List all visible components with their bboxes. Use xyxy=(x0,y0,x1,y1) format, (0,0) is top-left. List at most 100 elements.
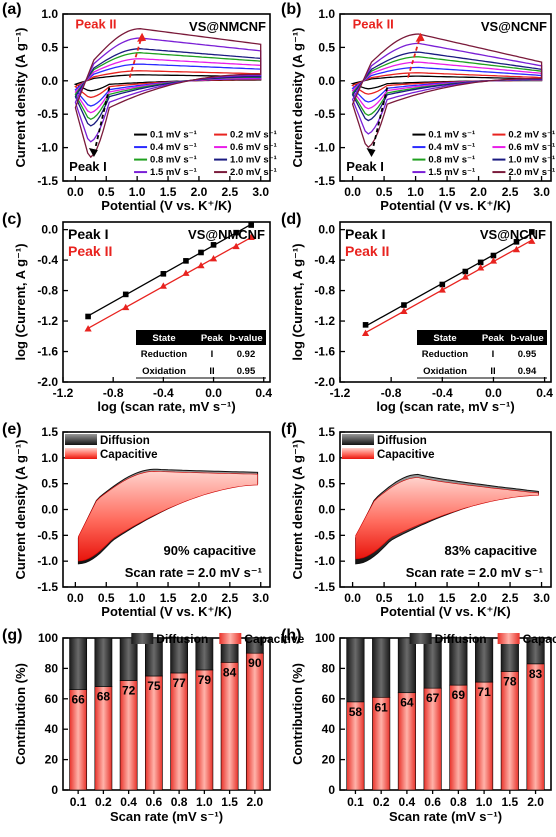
legend-label: 0.8 mV s⁻¹ xyxy=(150,155,197,166)
legend-label: 0.1 mV s⁻¹ xyxy=(150,130,197,141)
data-point xyxy=(513,239,520,245)
bar-data-label: 79 xyxy=(198,673,212,687)
y-tick-label: 80 xyxy=(45,661,59,675)
panel-h: (h) 0 20 40 60 80 100 0.1 0.2 0.4 0.6 0.8 1.0 1.5 2.0 S… xyxy=(281,627,556,824)
bar-diffusion xyxy=(526,637,545,665)
peak-ii-arrow xyxy=(407,39,421,78)
y-axis-label: Current density (A g⁻¹) xyxy=(13,440,28,580)
y-axis-label: Contribution (%) xyxy=(290,663,305,765)
legend-label: Capacitive xyxy=(100,449,158,461)
table-cell: 0.95 xyxy=(518,349,537,360)
bar-diffusion xyxy=(195,637,214,671)
panel-label: (a) xyxy=(2,1,22,18)
peak-i-arrow xyxy=(94,87,111,150)
x-tick-label: 2.5 xyxy=(502,591,519,605)
data-point xyxy=(198,249,204,256)
x-tick-label: 0.0 xyxy=(67,591,84,605)
x-tick-label: 0.5 xyxy=(376,185,393,199)
y-tick-label: 0.0 xyxy=(318,223,335,237)
y-tick-label: -0.5 xyxy=(37,528,58,542)
x-tick-label: 0.4 xyxy=(255,386,272,400)
x-tick-label: 1.5 xyxy=(439,185,456,199)
x-tick-label: 0.0 xyxy=(344,185,361,199)
x-tick-label: 3.0 xyxy=(252,591,269,605)
data-point xyxy=(210,242,217,248)
bar-data-label: 64 xyxy=(400,696,414,710)
y-tick-label: 0.0 xyxy=(41,74,58,88)
legend-label: 1.0 mV s⁻¹ xyxy=(508,155,555,166)
y-tick-label: -2.0 xyxy=(314,375,335,389)
legend-swatch-diffusion xyxy=(131,633,154,644)
bar-data-label: 83 xyxy=(529,667,543,681)
x-axis-label: Potential (V vs. K⁺/K) xyxy=(101,198,231,213)
legend-swatch-diffusion xyxy=(65,434,97,445)
x-axis-label: Potential (V vs. K⁺/K) xyxy=(380,604,510,619)
peak-i-label: Peak I xyxy=(69,159,107,174)
table-header xyxy=(417,330,547,345)
x-axis-label: log (scan rate, mV s⁻¹) xyxy=(97,399,235,414)
table-cell: Oxidation xyxy=(423,366,467,377)
panel-label: (b) xyxy=(281,1,301,18)
plot-frame xyxy=(62,637,271,791)
x-axis-label: Scan rate (mV s⁻¹) xyxy=(389,809,502,824)
peak-ii-label: Peak II xyxy=(75,17,116,32)
legend-swatch-capacitive xyxy=(219,633,242,644)
capacitive-annotation: 90% capacitive xyxy=(163,543,256,558)
bar-capacitive xyxy=(144,675,163,791)
data-point xyxy=(183,258,189,264)
plot-frame xyxy=(62,221,271,383)
y-tick-label: 100 xyxy=(315,631,335,645)
x-tick-label: 3.0 xyxy=(252,185,269,199)
data-point xyxy=(529,229,535,235)
x-tick-label: 0.0 xyxy=(344,591,361,605)
y-tick-label: 80 xyxy=(322,661,336,675)
x-tick-label: 0.6 xyxy=(424,795,441,809)
data-point xyxy=(159,282,167,289)
plot-frame xyxy=(339,13,552,182)
x-axis-label: log (scan rate, mV s⁻¹) xyxy=(376,399,514,414)
data-point xyxy=(247,233,255,241)
table-cell: Reduction xyxy=(422,349,469,360)
bar-diffusion xyxy=(170,637,189,674)
y-tick-label: -1.5 xyxy=(314,174,335,188)
x-tick-label: 0.8 xyxy=(450,795,467,809)
x-tick-label: 0.4 xyxy=(399,795,416,809)
panel-label: (g) xyxy=(2,627,22,644)
legend-label: Capacitive xyxy=(523,632,556,646)
data-point xyxy=(401,302,407,308)
bar-capacitive xyxy=(245,652,264,791)
y-tick-label: -1.6 xyxy=(314,345,335,359)
fit-line xyxy=(365,239,533,334)
bar-diffusion xyxy=(397,637,416,694)
table-header-cell: b-value xyxy=(229,333,262,344)
legend-swatch-diffusion xyxy=(342,434,374,445)
panel-f: (f) -1.5 -1.0 -0.5 0.0 0.5 1.0 1.5 0.0 0.5 1.0 1.5 2… xyxy=(281,421,552,619)
x-tick-label: 1.5 xyxy=(160,185,177,199)
y-tick-label: 60 xyxy=(322,692,336,706)
cv-curve xyxy=(351,42,543,135)
chart-title: VS@NCNF xyxy=(480,227,546,242)
bar-diffusion xyxy=(119,637,138,681)
peak-i-arrowhead xyxy=(88,147,98,157)
plot-frame xyxy=(62,13,271,182)
legend-label: Capacitive xyxy=(377,449,435,461)
panel-label: (h) xyxy=(281,627,301,644)
peak-i-arrowhead xyxy=(366,147,376,157)
y-tick-label: 40 xyxy=(322,722,336,736)
data-point xyxy=(489,257,498,264)
fit-line xyxy=(87,236,252,329)
x-tick-label: 2.5 xyxy=(502,185,519,199)
x-tick-label: 0.5 xyxy=(376,591,393,605)
y-tick-label: 20 xyxy=(45,753,59,767)
data-point xyxy=(197,261,205,269)
bar-data-label: 67 xyxy=(426,691,440,705)
x-tick-label: -1.2 xyxy=(330,386,351,400)
bar-capacitive xyxy=(220,662,239,791)
table-cell: II xyxy=(490,366,495,377)
legend-label: Diffusion xyxy=(100,435,150,447)
data-point xyxy=(462,268,469,275)
capacitive-area xyxy=(355,477,539,560)
y-tick-label: 40 xyxy=(45,722,59,736)
data-point xyxy=(182,269,190,276)
y-tick-label: 1.0 xyxy=(41,451,58,465)
